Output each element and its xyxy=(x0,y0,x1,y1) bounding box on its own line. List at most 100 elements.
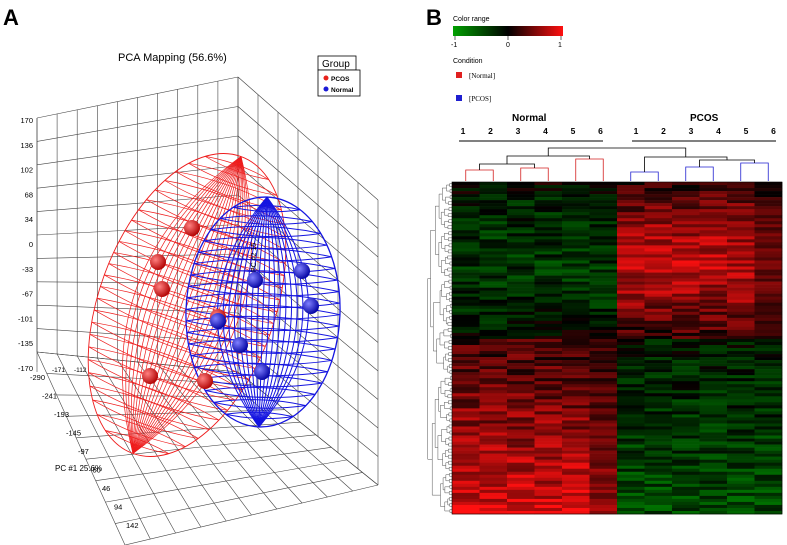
heatmap-cell xyxy=(589,462,618,467)
heatmap-cell xyxy=(644,351,673,355)
heatmap-cell xyxy=(479,293,508,297)
heatmap-cell xyxy=(534,341,563,346)
floor-v-line xyxy=(217,369,353,492)
heatmap-cell xyxy=(562,408,590,412)
heatmap-cell xyxy=(562,236,590,240)
heatmap-cell xyxy=(699,227,728,231)
heatmap-cell xyxy=(507,447,535,451)
heatmap-cell xyxy=(452,314,480,319)
heatmap-cell xyxy=(754,224,783,228)
heatmap-cell xyxy=(644,387,673,391)
heatmap-cell xyxy=(479,287,508,291)
heatmap-cell xyxy=(727,477,755,482)
back-wall-h-line xyxy=(36,76,239,119)
heatmap-cell xyxy=(452,269,480,273)
color-range-label: Color range xyxy=(453,16,490,23)
heatmap-cell xyxy=(589,218,618,222)
heatmap-cell xyxy=(507,248,535,252)
heatmap-cell xyxy=(727,420,755,424)
pca-legend-pcos-label: PCOS xyxy=(331,76,350,83)
heatmap-cell xyxy=(507,402,535,406)
heatmap-cell xyxy=(534,441,563,445)
heatmap-cell xyxy=(644,456,673,460)
heatmap-cell xyxy=(754,453,783,457)
heatmap-cell xyxy=(727,384,755,388)
heatmap-cell xyxy=(534,393,563,397)
heatmap-cell xyxy=(452,447,480,451)
heatmap-cell xyxy=(562,366,590,370)
heatmap-cell xyxy=(727,239,755,243)
heatmap-cell xyxy=(534,245,563,249)
heatmap-cell xyxy=(589,293,618,297)
heatmap-cell xyxy=(699,498,728,503)
row-dendrogram-link xyxy=(444,377,451,385)
heatmap-cell xyxy=(754,236,783,240)
heatmap-cell xyxy=(479,483,508,488)
heatmap-cell xyxy=(452,335,480,340)
panel-b: B Color range -1 0 1 Condition [Normal] … xyxy=(426,5,783,515)
heatmap-cell xyxy=(644,423,673,427)
heatmap-cell xyxy=(534,474,563,479)
heatmap-cell xyxy=(589,369,618,373)
heatmap-cell xyxy=(589,399,618,403)
heatmap-cell xyxy=(727,200,755,204)
heatmap-cell xyxy=(699,453,728,457)
heatmap-cell xyxy=(452,218,480,222)
heatmap-cell xyxy=(507,236,535,240)
heatmap-cell xyxy=(699,501,728,506)
heatmap-cell xyxy=(479,372,508,376)
heatmap-cell xyxy=(727,263,755,267)
heatmap-cell xyxy=(754,275,783,279)
heatmap-cell xyxy=(507,444,535,448)
heatmap-cell xyxy=(452,504,480,509)
heatmap-cell xyxy=(699,435,728,439)
row-dendrogram-link xyxy=(433,302,441,352)
heatmap-cell xyxy=(754,411,783,415)
floor-v-line xyxy=(76,355,176,534)
heatmap-cell xyxy=(452,444,480,448)
heatmap-cell xyxy=(507,287,535,291)
heatmap-cell xyxy=(617,483,645,488)
heatmap-cell xyxy=(507,320,535,325)
heatmap-cell xyxy=(754,495,783,500)
heatmap-cell xyxy=(562,384,590,388)
heatmap-cell xyxy=(644,257,673,261)
heatmap-cell xyxy=(507,290,535,294)
pcos-point xyxy=(197,373,213,389)
heatmap-cell xyxy=(534,185,563,189)
heatmap-cell xyxy=(617,507,645,512)
heatmap-cell xyxy=(672,296,700,301)
heatmap-cell xyxy=(672,420,700,424)
heatmap-cell xyxy=(672,338,700,343)
heatmap-cell xyxy=(562,447,590,451)
heatmap-cell xyxy=(507,344,535,349)
heatmap-cell xyxy=(507,426,535,430)
heatmap-cell xyxy=(617,504,645,509)
heatmap-cell xyxy=(479,498,508,503)
row-dendrogram-link xyxy=(448,442,452,447)
heatmap-cell xyxy=(699,341,728,346)
heatmap-cell xyxy=(699,492,728,497)
heatmap-cell xyxy=(534,510,563,515)
heatmap-cell xyxy=(672,348,700,352)
heatmap-cell xyxy=(617,191,645,195)
heatmap-cell xyxy=(699,200,728,204)
heatmap-cell xyxy=(534,489,563,494)
heatmap-cell xyxy=(507,335,535,340)
heatmap-cell xyxy=(479,236,508,240)
heatmap-cell xyxy=(699,311,728,316)
heatmap-cell xyxy=(479,435,508,439)
heatmap-cell xyxy=(479,504,508,509)
heatmap-cell xyxy=(754,218,783,222)
row-dendrogram-link xyxy=(447,448,452,453)
heatmap-cell xyxy=(452,375,480,379)
heatmap-cell xyxy=(507,338,535,343)
heatmap-cell xyxy=(479,489,508,494)
heatmap-cell xyxy=(617,480,645,485)
heatmap-cell xyxy=(727,311,755,316)
heatmap-cell xyxy=(589,320,618,325)
heatmap-cell xyxy=(534,272,563,276)
heatmap-cell xyxy=(672,426,700,430)
heatmap-cell xyxy=(699,194,728,198)
heatmap-cell xyxy=(589,182,618,186)
